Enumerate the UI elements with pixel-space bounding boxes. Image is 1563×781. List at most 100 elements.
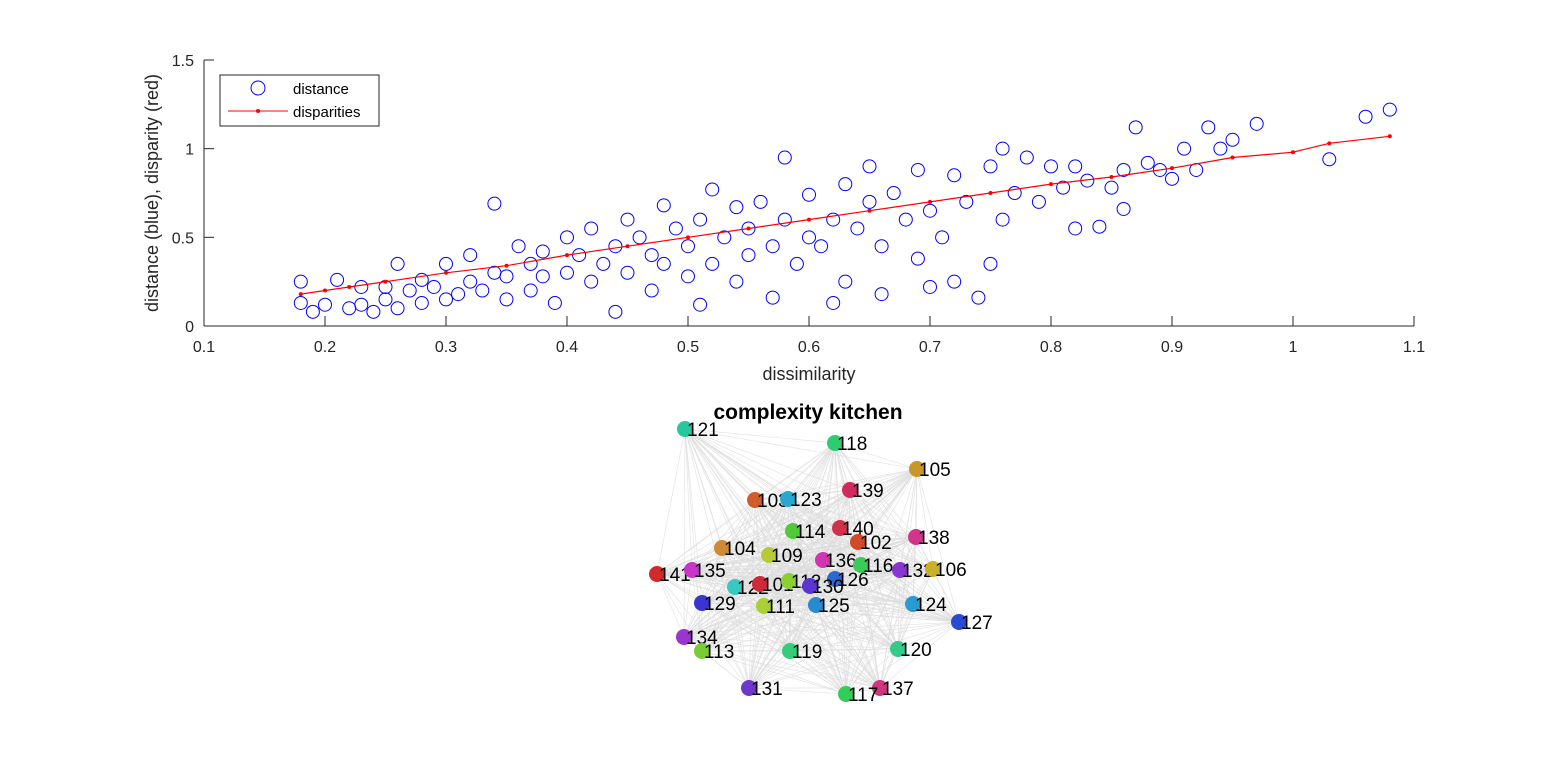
graph-edge <box>789 621 960 652</box>
legend-disparities-marker <box>256 109 260 113</box>
graph-edge <box>789 568 934 652</box>
graph-edge <box>691 569 881 689</box>
graph-edge <box>721 527 841 549</box>
graph-node <box>872 680 888 696</box>
graph-edge <box>839 527 881 689</box>
graph-edge <box>857 468 918 543</box>
graph-edge <box>721 541 859 549</box>
distance-point <box>1382 102 1397 117</box>
distance-point <box>1358 109 1373 124</box>
distance-point <box>729 274 744 289</box>
distance-point <box>971 290 986 305</box>
graph-edge <box>748 650 791 689</box>
graph-edge <box>683 604 817 638</box>
graph-node <box>909 461 925 477</box>
distance-point <box>826 295 841 310</box>
graph-edge <box>684 428 836 444</box>
x-tick-label: 1 <box>1289 339 1298 356</box>
distance-point <box>426 279 441 294</box>
distance-point <box>499 269 514 284</box>
graph-node <box>890 641 906 657</box>
graph-node-label: 114 <box>795 522 826 543</box>
graph-node <box>780 491 796 507</box>
distance-point <box>620 212 635 227</box>
disparities-point <box>988 191 993 195</box>
disparities-point <box>807 217 811 222</box>
distance-point <box>741 248 756 263</box>
distance-point <box>1213 141 1228 156</box>
graph-edge <box>787 498 899 650</box>
graph-node-label: 124 <box>915 595 947 616</box>
graph-edge <box>701 580 790 604</box>
graph-edge <box>789 650 847 695</box>
graph-edge <box>683 636 847 695</box>
distance-point <box>959 194 974 209</box>
distance-point <box>414 295 429 310</box>
graph-edge <box>748 585 811 689</box>
graph-node <box>677 421 693 437</box>
disparities-point <box>746 226 751 231</box>
distance-point <box>814 239 829 254</box>
y-tick-label: 0.5 <box>172 230 194 247</box>
distance-point <box>656 198 671 213</box>
legend-disparities-label: disparities <box>293 104 361 121</box>
distance-point <box>1152 162 1167 177</box>
graph-edge <box>789 648 899 652</box>
graph-edge <box>759 583 960 623</box>
distance-point <box>560 265 574 280</box>
graph-edge <box>734 586 847 695</box>
graph-node-label: 126 <box>837 570 869 591</box>
disparities-point <box>444 270 448 275</box>
graph-node <box>853 557 869 573</box>
distance-point <box>935 230 950 245</box>
graph-title: complexity kitchen <box>713 401 902 424</box>
graph-node <box>808 597 824 613</box>
disparities-point <box>1109 175 1114 180</box>
distance-point <box>293 274 308 289</box>
disparities-point <box>383 279 388 284</box>
distance-point <box>439 292 453 307</box>
graph-edge <box>691 569 750 689</box>
distance-point <box>729 200 744 215</box>
graph-edge <box>656 573 750 689</box>
graph-edge <box>912 603 960 623</box>
graph-edge <box>683 603 914 638</box>
distance-point <box>499 292 514 307</box>
distance-point <box>789 256 804 271</box>
graph-edge <box>683 559 824 638</box>
disparities-point <box>625 244 630 249</box>
plot-area <box>204 60 1414 326</box>
graph-edge <box>787 498 841 529</box>
distance-point <box>572 248 587 263</box>
graph-node <box>905 596 921 612</box>
graph-node <box>714 540 730 556</box>
distance-point <box>1116 201 1131 216</box>
distance-point <box>850 221 865 236</box>
graph-edge <box>691 559 824 571</box>
distance-point <box>983 159 998 174</box>
graph-edge <box>759 541 859 585</box>
distance-point <box>753 194 768 209</box>
graph-edge <box>684 428 736 588</box>
distance-point <box>668 221 683 236</box>
graph-edge <box>691 569 836 580</box>
graph-edge <box>683 498 789 638</box>
graph-edge <box>916 468 934 570</box>
graph-edge <box>701 650 881 689</box>
graph-edge <box>683 583 761 638</box>
distance-point <box>366 304 381 319</box>
graph-edge <box>789 650 881 689</box>
graph-node-label: 131 <box>751 679 783 700</box>
graph-edge <box>834 442 918 470</box>
legend-box <box>219 74 380 127</box>
distance-point <box>293 295 308 310</box>
graph-edge <box>701 621 960 652</box>
distance-point <box>487 196 502 211</box>
graph-edge <box>691 499 756 571</box>
graph-node <box>761 547 777 563</box>
disparities-point <box>565 253 569 258</box>
distance-point <box>535 269 550 284</box>
graph-node <box>925 561 941 577</box>
distance-point <box>1177 141 1192 156</box>
